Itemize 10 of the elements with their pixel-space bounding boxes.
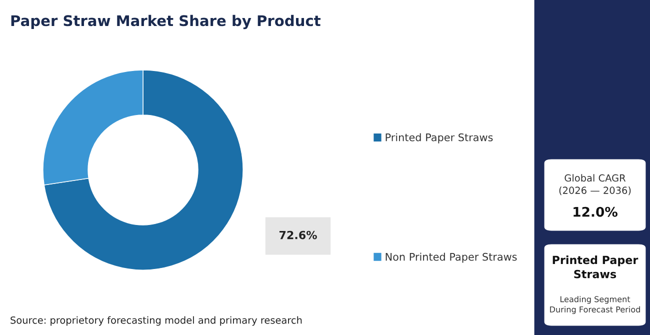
data-label: 72.6% (279, 230, 317, 240)
chart-title: Paper Straw Market Share by Product (11, 14, 321, 30)
text: 12.0% (574, 206, 618, 217)
legend-label: Printed Paper Straws (386, 133, 493, 144)
text: Leading Segment During Forecast Period (550, 296, 640, 314)
source-note: Source: proprietory forecasting model and primary research (10, 316, 302, 326)
text: Printed Paper Straws (552, 256, 638, 278)
legend-label: Non Printed Paper Straws (386, 252, 517, 263)
donut-slice (44, 70, 244, 270)
text: Global CAGR (2026 — 2036) (559, 174, 631, 196)
